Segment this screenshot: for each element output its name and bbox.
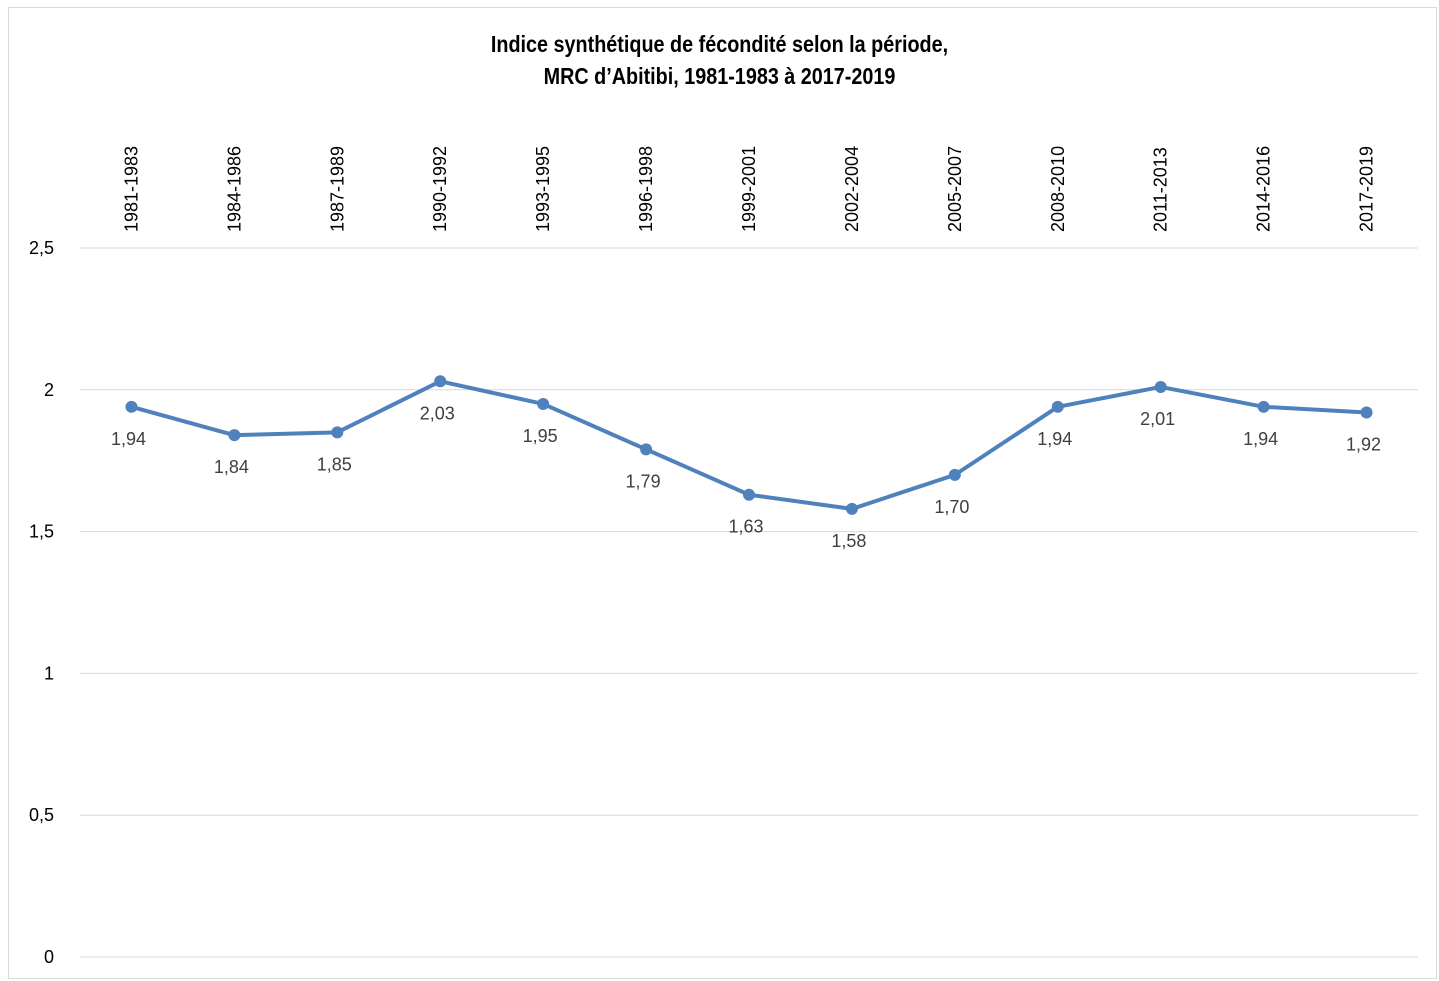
x-tick-label: 1996-1998	[636, 146, 656, 232]
gridlines	[80, 247, 1418, 958]
data-point	[1154, 380, 1167, 393]
x-tick-label: 1981-1983	[121, 146, 141, 232]
data-point	[537, 397, 550, 410]
y-tick-label: 1	[44, 663, 54, 683]
chart-frame	[8, 7, 1437, 979]
x-tick-label: 1999-2001	[739, 146, 759, 232]
x-tick-label: 2011-2013	[1151, 147, 1171, 232]
data-point	[845, 502, 858, 515]
y-tick-label: 1,5	[29, 522, 54, 542]
data-label: 1,94	[1037, 429, 1072, 449]
data-point	[1051, 400, 1064, 413]
x-tick-label: 1987-1989	[327, 146, 347, 232]
data-labels: 1,94 1,84 1,85 2,03 1,95 1,79 1,63 1,58 1,70 1,94…	[111, 403, 1381, 551]
y-tick-label: 0,5	[29, 805, 54, 825]
x-tick-label: 2014-2016	[1254, 146, 1274, 232]
data-label: 1,94	[1243, 429, 1278, 449]
y-tick-label: 2	[44, 380, 54, 400]
x-tick-label: 2008-2010	[1048, 146, 1068, 232]
chart-subtitle: MRC d’Abitibi, 1981-1983 à 2017-2019	[543, 63, 896, 89]
data-label: 1,92	[1346, 434, 1381, 454]
data-point	[1257, 400, 1270, 413]
data-point	[331, 426, 344, 439]
data-points	[125, 375, 1373, 515]
y-tick-label: 2,5	[29, 238, 54, 258]
data-label: 1,95	[523, 426, 558, 446]
chart-title: Indice synthétique de fécondité selon la…	[0, 28, 1439, 92]
data-label: 1,63	[728, 517, 763, 537]
x-axis-ticks: 1981-1983 1984-1986 1987-1989 1990-1992 1993…	[121, 146, 1376, 232]
data-label: 2,03	[420, 403, 455, 423]
data-point	[125, 400, 138, 413]
data-point	[948, 468, 961, 481]
data-label: 1,85	[317, 454, 352, 474]
data-label: 1,70	[934, 497, 969, 517]
x-tick-label: 2005-2007	[945, 146, 965, 232]
data-point	[434, 375, 447, 388]
chart-title-line1: Indice synthétique de fécondité selon la…	[490, 31, 949, 57]
data-label: 1,79	[626, 471, 661, 491]
x-tick-label: 1990-1992	[430, 146, 450, 232]
data-point	[1360, 406, 1373, 419]
x-tick-label: 1984-1986	[224, 146, 244, 232]
data-label: 1,94	[111, 429, 146, 449]
data-label: 2,01	[1140, 409, 1175, 429]
y-tick-label: 0	[44, 947, 54, 967]
data-point	[640, 443, 653, 456]
x-tick-label: 2017-2019	[1357, 146, 1377, 232]
data-label: 1,58	[831, 531, 866, 551]
y-axis-ticks: 0 0,5 1 1,5 2 2,5	[29, 238, 54, 967]
x-tick-label: 2002-2004	[842, 146, 862, 232]
x-tick-label: 1993-1995	[533, 146, 553, 232]
data-point	[228, 429, 241, 442]
data-label: 1,84	[214, 457, 249, 477]
data-point	[743, 488, 755, 501]
